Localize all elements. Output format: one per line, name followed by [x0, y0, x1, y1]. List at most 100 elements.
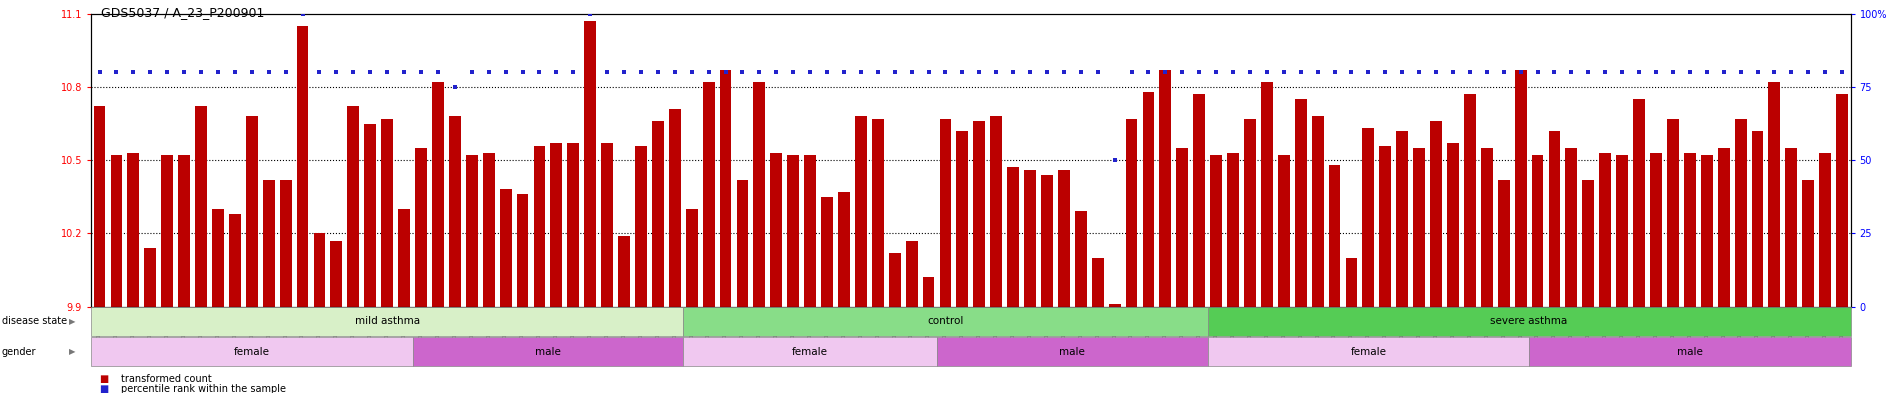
Bar [1108, 304, 1120, 307]
Point [1828, 69, 1858, 75]
Point [1591, 69, 1621, 75]
Point [693, 69, 723, 75]
Point [1439, 69, 1469, 75]
Bar [805, 155, 816, 307]
Point [930, 69, 960, 75]
Bar [685, 209, 698, 307]
Text: ▶: ▶ [68, 347, 76, 356]
Bar [1701, 155, 1712, 307]
Bar [1008, 167, 1019, 307]
Point [1116, 69, 1146, 75]
Bar [1207, 307, 1851, 336]
Point [1219, 69, 1249, 75]
Bar [313, 233, 325, 307]
Bar [1446, 143, 1460, 307]
Bar [1666, 119, 1680, 307]
Bar [771, 153, 782, 307]
Text: male: male [1059, 347, 1086, 356]
Bar [940, 119, 951, 307]
Bar [499, 189, 511, 307]
Point [1505, 69, 1535, 75]
Point [1082, 69, 1112, 75]
Bar [651, 121, 664, 307]
Point [118, 69, 148, 75]
Bar [1735, 119, 1746, 307]
Bar [1207, 337, 1530, 366]
Point [271, 69, 302, 75]
Point [1640, 69, 1670, 75]
Point [812, 69, 843, 75]
Bar [1769, 82, 1780, 307]
Bar [296, 26, 309, 307]
Point [1725, 69, 1756, 75]
Bar [754, 82, 765, 307]
Bar [1414, 148, 1425, 307]
Point [643, 69, 674, 75]
Point [761, 69, 791, 75]
Bar [871, 119, 884, 307]
Bar [1194, 94, 1205, 307]
Point [524, 69, 554, 75]
Point [304, 69, 334, 75]
Point [1268, 69, 1298, 75]
Point [1777, 69, 1807, 75]
Bar [450, 116, 461, 307]
Bar [144, 248, 156, 307]
Bar [854, 116, 867, 307]
Point [1319, 69, 1349, 75]
Point [626, 69, 657, 75]
Bar [974, 121, 985, 307]
Text: ■: ■ [99, 374, 108, 384]
Text: disease state: disease state [2, 316, 66, 326]
Bar [888, 253, 902, 307]
Bar [1718, 148, 1729, 307]
Bar [1835, 94, 1849, 307]
Bar [91, 337, 412, 366]
Point [1133, 69, 1163, 75]
Point [862, 69, 892, 75]
Bar [1243, 119, 1256, 307]
Bar [1346, 258, 1357, 307]
Point [101, 69, 131, 75]
Point [981, 69, 1012, 75]
Bar [719, 70, 731, 307]
Point [1488, 69, 1518, 75]
Point [847, 69, 877, 75]
Point [135, 69, 165, 75]
Point [727, 69, 757, 75]
Point [237, 69, 268, 75]
Point [1236, 69, 1266, 75]
Point [490, 69, 520, 75]
Point [287, 11, 317, 17]
Text: male: male [1678, 347, 1703, 356]
Bar [1600, 153, 1611, 307]
Bar [1397, 131, 1408, 307]
Point [1251, 69, 1281, 75]
Text: mild asthma: mild asthma [355, 316, 419, 326]
Bar [1566, 148, 1577, 307]
Bar [347, 107, 359, 307]
Bar [533, 145, 545, 307]
Bar [568, 143, 579, 307]
Point [338, 69, 368, 75]
Point [1422, 69, 1452, 75]
Point [1184, 69, 1215, 75]
Point [1522, 69, 1553, 75]
Point [1608, 69, 1638, 75]
Point [913, 69, 943, 75]
Point [254, 69, 285, 75]
Point [1539, 69, 1570, 75]
Point [152, 69, 182, 75]
Bar [905, 241, 917, 307]
Bar [1143, 92, 1154, 307]
Bar [110, 155, 121, 307]
Bar [991, 116, 1002, 307]
Point [575, 11, 605, 17]
Bar [1329, 165, 1340, 307]
Bar [1074, 211, 1088, 307]
Point [879, 69, 909, 75]
Point [1015, 69, 1046, 75]
Point [321, 69, 351, 75]
Point [778, 69, 809, 75]
Bar [1025, 170, 1036, 307]
